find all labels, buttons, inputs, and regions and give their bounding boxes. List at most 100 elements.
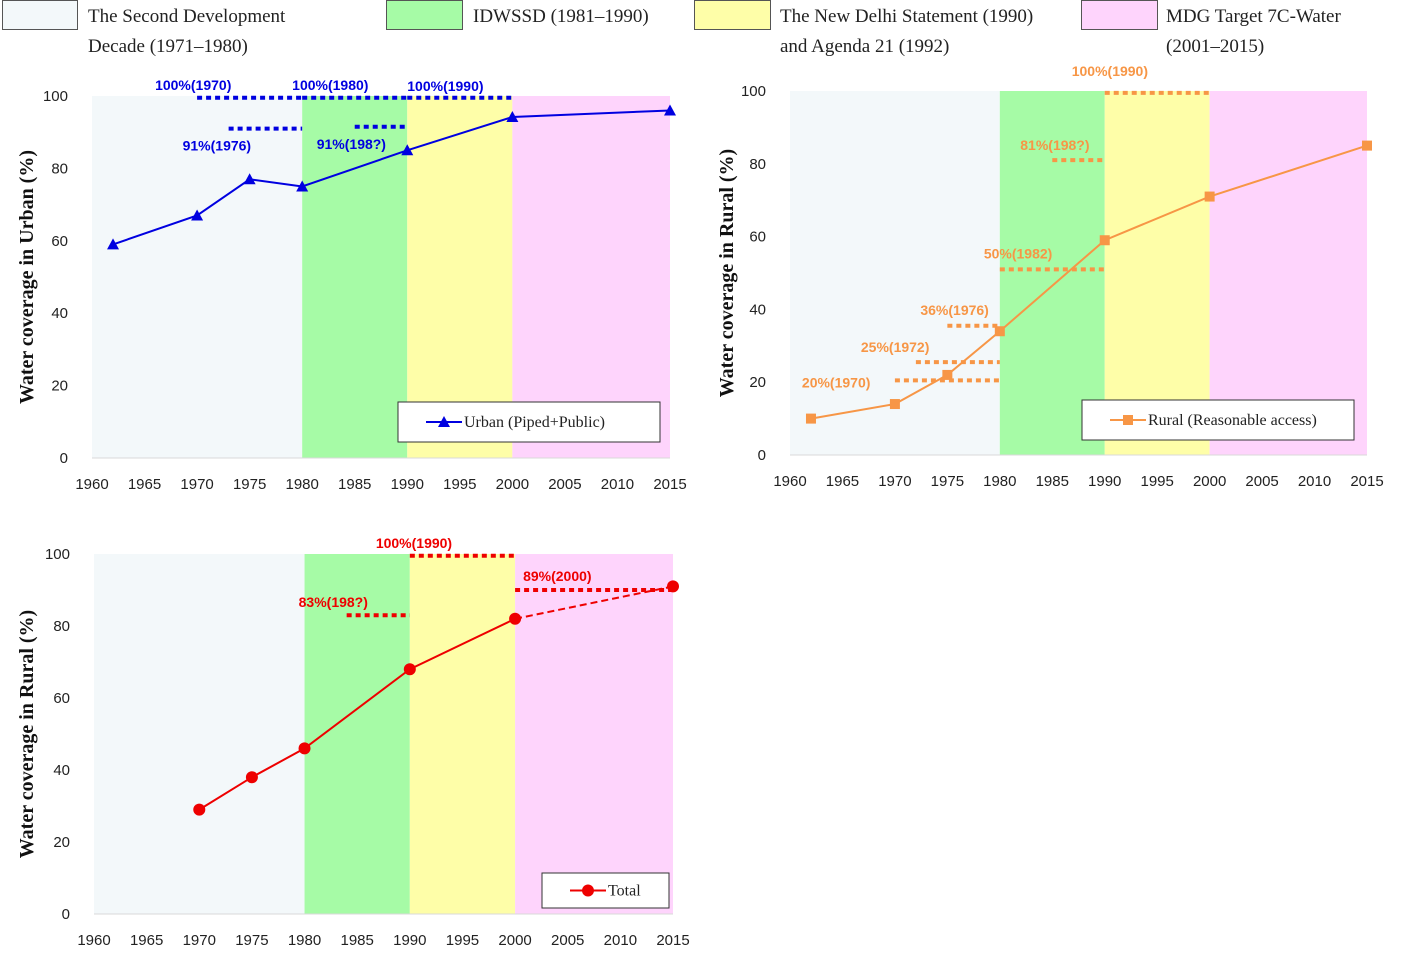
- data-point: [889, 399, 900, 410]
- target-label: 81%(198?): [1020, 137, 1089, 153]
- period-band-2: [1104, 91, 1210, 455]
- x-tick-label: 1960: [773, 473, 806, 490]
- target-label: 91%(198?): [317, 136, 386, 152]
- y-tick-label: 60: [53, 690, 70, 707]
- chart-legend: Rural (Reasonable access): [1081, 399, 1355, 441]
- x-tick-label: 1985: [1036, 473, 1069, 490]
- period-band-0: [94, 554, 305, 914]
- x-tick-label: 1965: [130, 932, 163, 949]
- x-tick-label: 2000: [1193, 473, 1226, 490]
- data-point: [664, 104, 676, 116]
- y-tick-label: 80: [51, 160, 68, 177]
- legend-label: Urban (Piped+Public): [464, 414, 605, 431]
- x-tick-label: 2000: [498, 932, 531, 949]
- period-band-2: [409, 554, 516, 914]
- data-point: [994, 326, 1005, 337]
- period-swatch-mdg: [1081, 0, 1158, 30]
- period-band-0: [92, 96, 303, 458]
- data-point: [509, 612, 522, 625]
- data-point: [243, 173, 256, 185]
- x-tick-label: 1990: [393, 932, 426, 949]
- projection-line: [514, 585, 674, 620]
- x-tick-label: 2010: [1298, 473, 1331, 490]
- x-tick-label: 1970: [878, 473, 911, 490]
- projection-end-point: [667, 580, 679, 593]
- data-point: [805, 413, 816, 424]
- x-tick-label: 1995: [443, 476, 476, 493]
- x-tick-label: 2010: [601, 476, 634, 493]
- x-tick-label: 1980: [983, 473, 1016, 490]
- x-tick-label: 1970: [183, 932, 216, 949]
- legend-marker: [438, 416, 450, 427]
- y-axis-title: Water coverage in Rural (%): [716, 149, 738, 397]
- y-tick-label: 100: [741, 83, 766, 100]
- y-tick-label: 20: [53, 834, 70, 851]
- target-label: 100%(1970): [155, 77, 231, 93]
- target-label: 100%(1990): [407, 78, 483, 94]
- x-tick-label: 2005: [1245, 473, 1278, 490]
- y-tick-label: 0: [758, 447, 766, 464]
- y-tick-label: 100: [45, 546, 70, 563]
- y-tick-label: 0: [62, 906, 70, 923]
- period-band-3: [512, 96, 670, 458]
- target-label: 83%(198?): [299, 594, 368, 610]
- y-axis-title: Water coverage in Urban (%): [16, 150, 38, 404]
- data-point: [296, 180, 309, 192]
- x-tick-label: 2000: [496, 476, 529, 493]
- legend-label: Total: [608, 883, 641, 900]
- period-band-0: [790, 91, 1000, 455]
- x-tick-label: 2015: [653, 476, 686, 493]
- x-tick-label: 1960: [75, 476, 108, 493]
- period-swatch-new-delhi: [694, 0, 771, 30]
- chart-legend: Total: [541, 872, 670, 909]
- period-label-idwssd: IDWSSD (1981–1990): [473, 6, 649, 27]
- period-label-second-decade-line2: Decade (1971–1980): [88, 36, 248, 57]
- x-tick-label: 1980: [288, 932, 321, 949]
- period-label-mdg-line1: MDG Target 7C-Water: [1166, 6, 1341, 27]
- x-tick-label: 1970: [180, 476, 213, 493]
- x-tick-label: 1985: [340, 932, 373, 949]
- legend-marker: [1123, 415, 1133, 425]
- target-label: 91%(1976): [183, 138, 252, 154]
- y-tick-label: 40: [53, 762, 70, 779]
- data-point: [107, 238, 120, 250]
- legend-marker: [582, 884, 594, 897]
- period-swatch-idwssd: [386, 0, 463, 30]
- x-tick-label: 2010: [604, 932, 637, 949]
- data-point: [1204, 191, 1215, 202]
- x-tick-label: 2015: [1350, 473, 1383, 490]
- x-tick-label: 2005: [551, 932, 584, 949]
- data-point: [506, 110, 519, 122]
- y-tick-label: 80: [53, 618, 70, 635]
- period-swatch-second-decade: [2, 0, 78, 30]
- x-tick-label: 1995: [1140, 473, 1173, 490]
- y-tick-label: 20: [749, 374, 766, 391]
- target-label: 36%(1976): [920, 302, 989, 318]
- target-label: 100%(1980): [292, 77, 368, 93]
- y-tick-label: 60: [749, 229, 766, 246]
- period-label-mdg-line2: (2001–2015): [1166, 36, 1265, 57]
- x-tick-label: 1975: [233, 476, 266, 493]
- period-band-2: [407, 96, 513, 458]
- chart-legend: Urban (Piped+Public): [397, 401, 661, 443]
- period-band-3: [515, 554, 673, 914]
- target-label: 89%(2000): [523, 568, 592, 584]
- period-band-1: [999, 91, 1105, 455]
- target-label: 20%(1970): [802, 374, 871, 390]
- data-point: [245, 771, 258, 784]
- urban-coverage-chart: 0 20 40 60 80 100 1960 1965 1970 1975 1980 1985 1990…: [16, 77, 687, 493]
- x-tick-label: 1975: [931, 473, 964, 490]
- x-tick-label: 1980: [285, 476, 318, 493]
- total-coverage-chart: 0 20 40 60 80 100 1960 1965 1970 1975 1980 1985 1990…: [16, 535, 690, 949]
- y-tick-label: 60: [51, 233, 68, 250]
- y-axis-title: Water coverage in Rural (%): [16, 610, 38, 858]
- rural-coverage-chart: 0 20 40 60 80 100 1960 1965 1970 1975 1980 1985 1990…: [716, 63, 1384, 490]
- data-point: [401, 144, 414, 156]
- period-band-3: [1209, 91, 1367, 455]
- y-tick-label: 0: [60, 450, 68, 467]
- x-tick-label: 1995: [446, 932, 479, 949]
- target-label: 25%(1972): [861, 339, 930, 355]
- data-point: [403, 663, 416, 676]
- legend-label: Rural (Reasonable access): [1148, 412, 1317, 429]
- y-tick-label: 40: [749, 301, 766, 318]
